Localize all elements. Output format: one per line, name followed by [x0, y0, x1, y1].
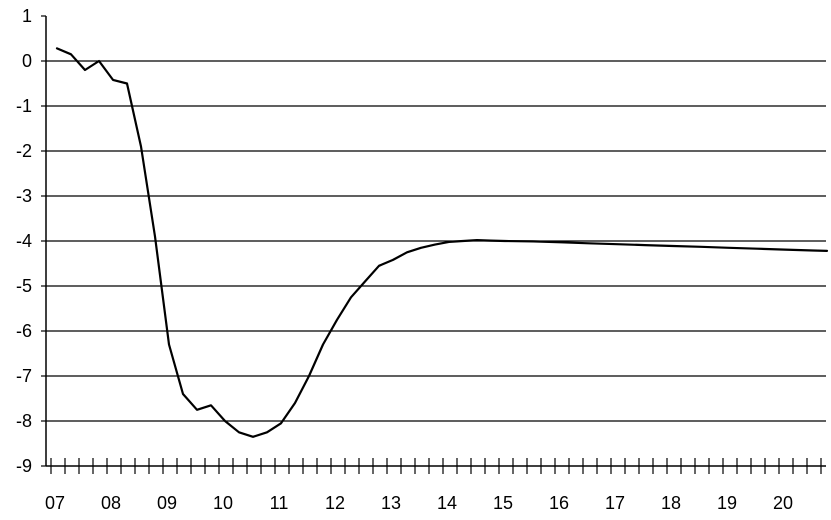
y-tick-label: -4 — [16, 231, 32, 251]
x-tick-label: 19 — [717, 493, 737, 513]
y-tick-label: -8 — [16, 411, 32, 431]
x-tick-label: 14 — [437, 493, 457, 513]
x-tick-label: 20 — [773, 493, 793, 513]
y-tick-label: 0 — [22, 51, 32, 71]
x-tick-label: 13 — [381, 493, 401, 513]
x-tick-label: 17 — [605, 493, 625, 513]
y-tick-label: -2 — [16, 141, 32, 161]
y-tick-label: 1 — [22, 6, 32, 26]
y-tick-label: -5 — [16, 276, 32, 296]
series-layer — [55, 47, 829, 438]
x-tick-label: 08 — [101, 493, 121, 513]
series-line — [55, 47, 829, 438]
x-tick-label: 18 — [661, 493, 681, 513]
x-tick-label: 12 — [325, 493, 345, 513]
x-tick-label: 09 — [157, 493, 177, 513]
y-tick-label: -3 — [16, 186, 32, 206]
axis-layer — [41, 15, 822, 474]
x-tick-label: 16 — [549, 493, 569, 513]
y-tick-label: -1 — [16, 96, 32, 116]
x-tick-label: 10 — [213, 493, 233, 513]
x-tick-label: 15 — [493, 493, 513, 513]
x-tick-label: 11 — [270, 493, 289, 513]
grid-layer — [46, 60, 826, 467]
x-tick-label: 07 — [45, 493, 65, 513]
y-tick-label: -6 — [16, 321, 32, 341]
y-tick-label: -7 — [16, 366, 32, 386]
y-tick-label: -9 — [16, 456, 32, 476]
label-layer: 10-1-2-3-4-5-6-7-8-907 08 09 10 11 12 13 14 15 16… — [16, 6, 793, 513]
